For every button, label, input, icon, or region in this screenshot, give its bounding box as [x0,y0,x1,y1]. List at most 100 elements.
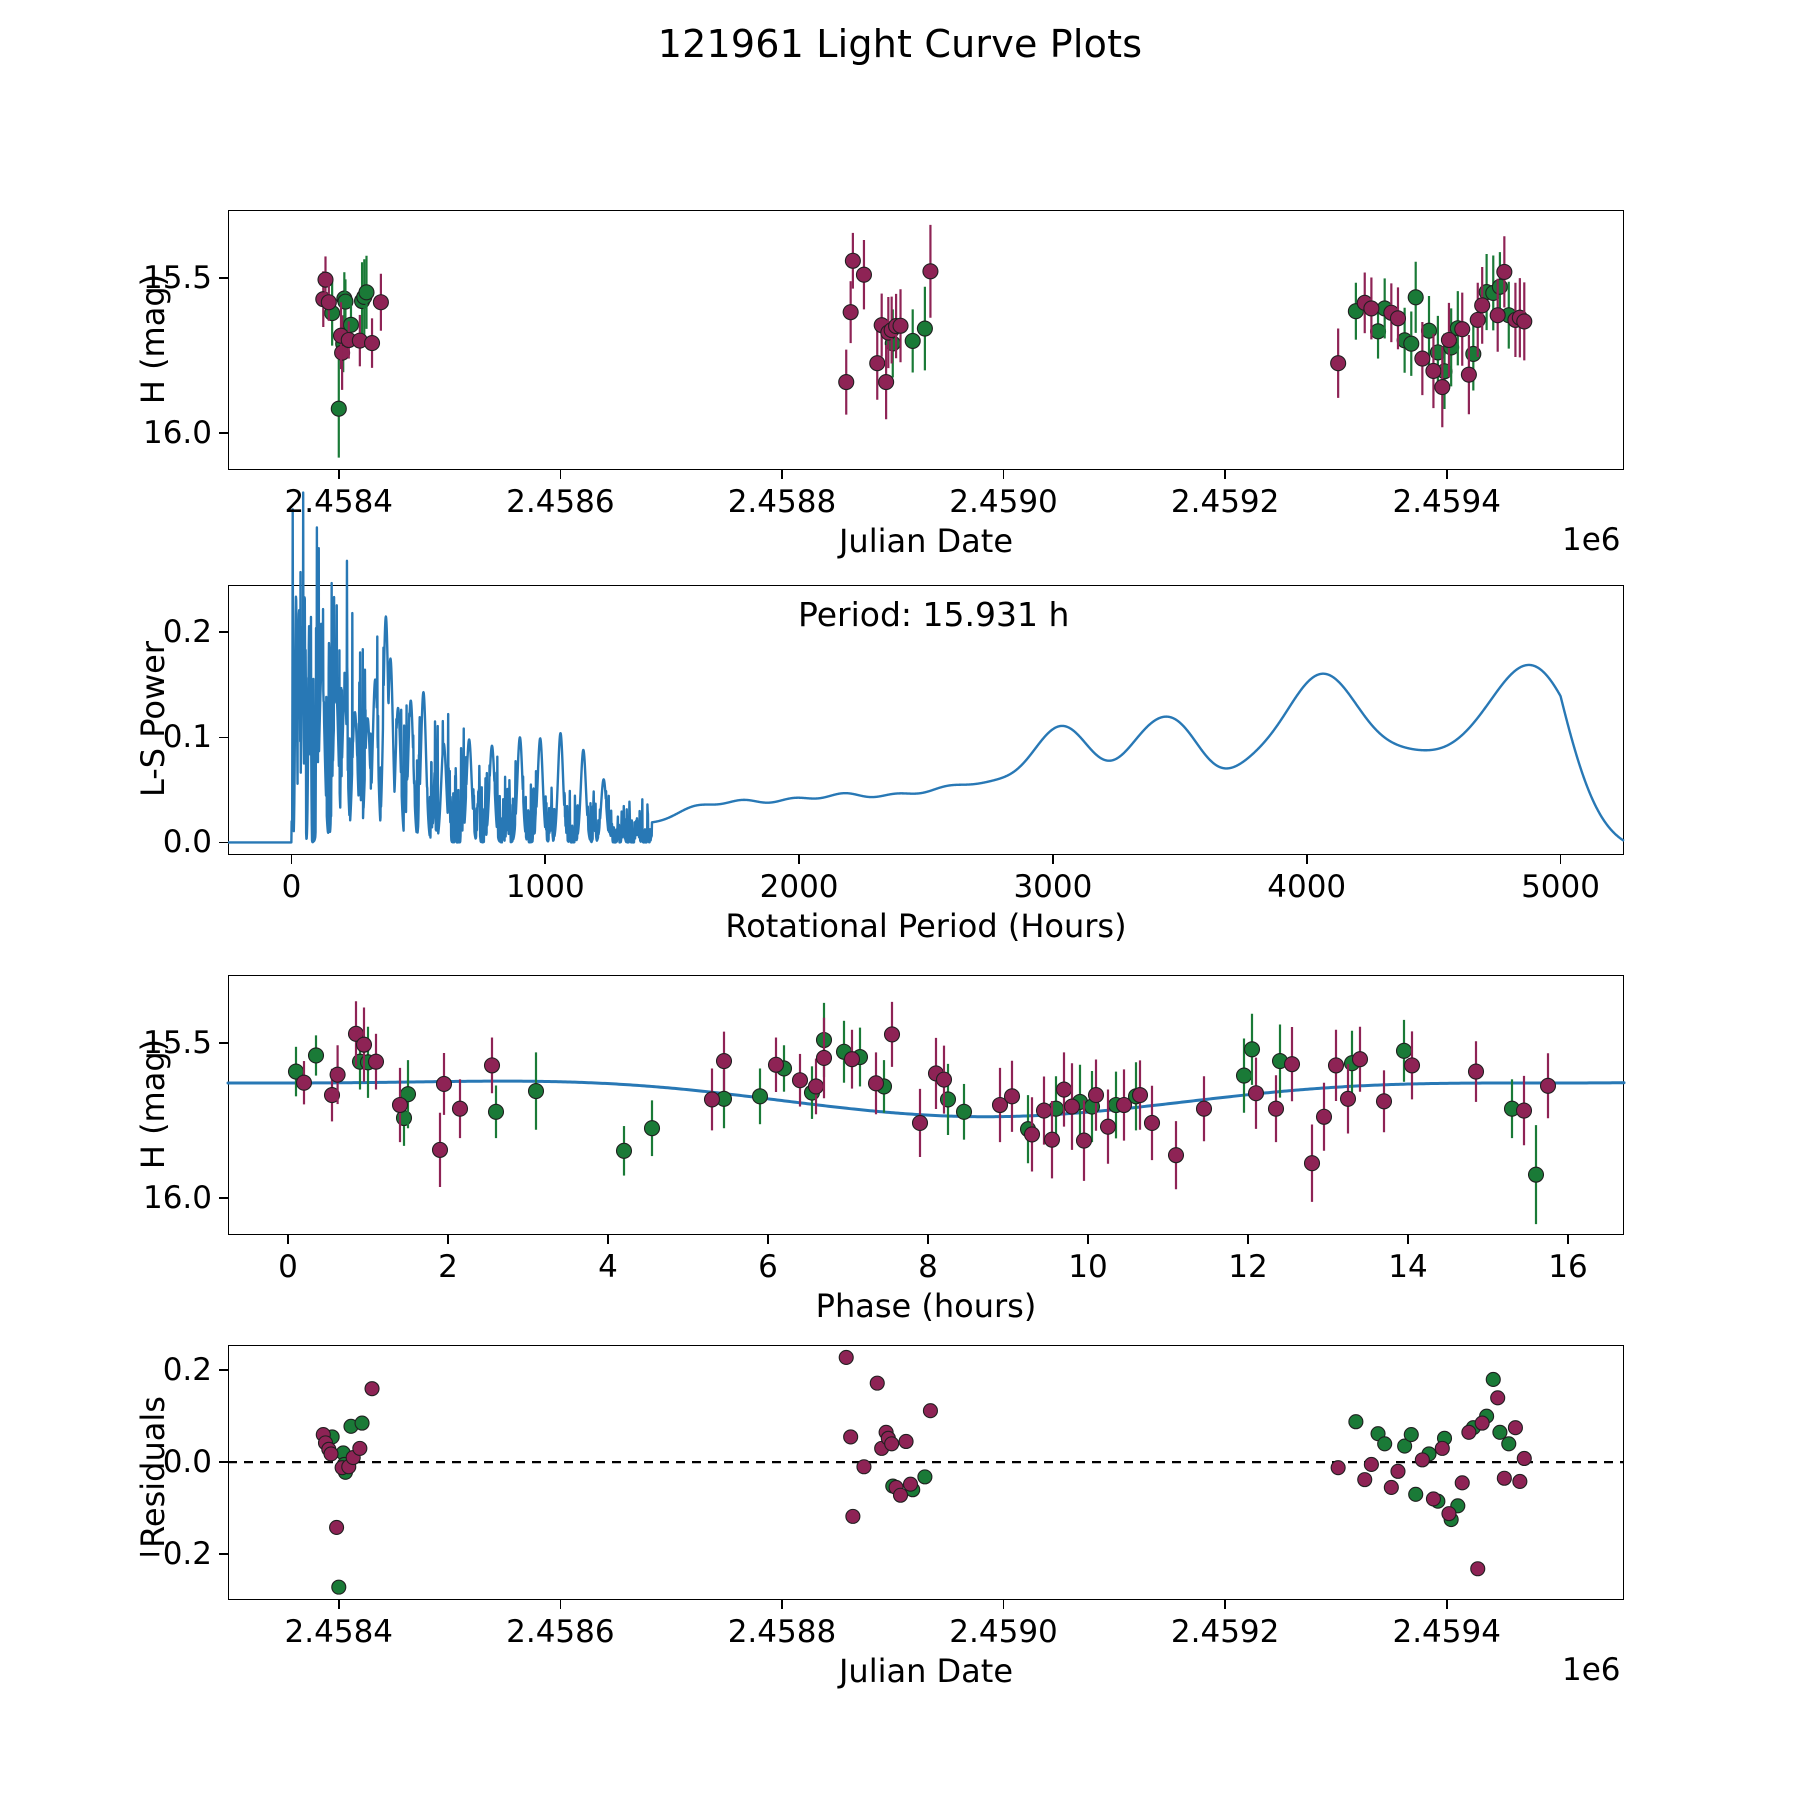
x-tickmark [1407,1235,1409,1244]
data-point [320,294,337,311]
data-point [643,1120,661,1137]
data-point [807,1078,825,1095]
data-point [1003,1088,1021,1105]
data-point [838,374,855,391]
data-point [1075,1132,1093,1149]
data-point [1247,1085,1265,1102]
data-point [1454,321,1471,338]
data-point [1348,1414,1364,1430]
x-tickmark [1247,1235,1249,1244]
data-point [1395,1042,1413,1059]
data-point [902,1476,919,1492]
data-point [367,1053,385,1070]
y-tick-label: 0.0 [162,1444,212,1481]
data-point [917,1469,933,1485]
data-point [1407,289,1424,306]
x-tickmark [1224,1600,1226,1609]
data-point [791,1072,809,1089]
y-tickmark [219,841,228,844]
data-point [1143,1114,1161,1132]
data-point [615,1142,633,1159]
data-point [352,1440,368,1456]
y-tick-label: 0.1 [162,719,212,756]
data-point [892,1487,909,1503]
x-tick-label: 2.4586 [506,484,615,520]
x-tickmark [1445,1600,1448,1609]
data-point [1055,1081,1073,1098]
series-green-band [287,1002,1545,1225]
y-tickmark [219,277,228,279]
data-point [922,263,939,280]
data-point [1377,1436,1393,1452]
axis-offset-panel1: 1e6 [1562,522,1621,558]
x-tick-label: 0 [281,869,302,905]
y-tickmark [219,736,228,739]
data-point [1327,1057,1345,1074]
data-point [1501,1436,1517,1452]
data-point [1267,1100,1285,1117]
x-tickmark [290,855,293,864]
data-point [1389,310,1407,327]
data-point [935,1071,953,1088]
data-point [1485,1371,1501,1388]
y-tick-label: 16.0 [142,1179,212,1216]
data-point [955,1103,973,1120]
data-point [358,284,375,301]
data-point [363,335,381,352]
x-tickmark [927,1235,929,1244]
x-tickmark [1002,470,1005,479]
data-point [1330,1460,1346,1476]
data-point [1492,1424,1508,1440]
data-point [354,1415,370,1431]
data-point [483,1057,501,1074]
data-point [1408,1486,1424,1502]
data-point [842,304,859,321]
axes-frame [228,585,1624,855]
x-tick-label: 2.4584 [284,484,394,520]
x-tickmark [1445,470,1448,479]
data-point [1369,323,1387,340]
data-point [884,1436,900,1452]
data-point [767,1056,785,1073]
data-point [916,320,933,337]
data-point [1512,1473,1528,1490]
x-tickmark [1224,470,1226,479]
y-tickmark [219,1042,228,1044]
axis-offset-panel4: 1e6 [1562,1652,1621,1688]
x-tickmark [781,1600,783,1609]
data-point [1414,1452,1430,1468]
x-tick-label: 2.4586 [506,1614,615,1650]
y-tick-label: 0.2 [162,614,212,651]
data-point [856,1459,872,1475]
x-tick-label: 5000 [1521,869,1600,905]
data-point [815,1049,833,1067]
data-point [431,1141,449,1158]
axis-label-x-panel1: Julian Date [838,522,1014,560]
data-point [364,1381,380,1397]
y-tick-label: 16.0 [142,414,212,451]
series-magenta-band [315,1349,1532,1577]
data-point [838,1349,854,1365]
y-tick-label: 15.5 [142,260,212,297]
y-tickmark [219,1553,228,1555]
data-point [1283,1056,1301,1073]
data-point [892,317,909,334]
data-point [1461,1424,1477,1440]
x-tick-label: 2 [438,1249,458,1285]
y-tick-label: 15.5 [142,1025,212,1062]
data-point [878,374,895,391]
axes-frame [228,975,1624,1235]
data-point [1115,1096,1133,1114]
data-point [1496,263,1513,280]
x-tick-label: 2000 [759,869,839,905]
page-title: 121961 Light Curve Plots [657,22,1143,66]
data-point [1303,1155,1321,1172]
data-point [372,294,389,311]
data-point [1357,1472,1373,1488]
data-point [1516,1450,1532,1467]
data-point [1339,1090,1357,1107]
x-tick-label: 2.4592 [1170,484,1280,520]
data-point [867,1075,885,1092]
data-point [843,1051,861,1068]
data-point [869,355,886,372]
